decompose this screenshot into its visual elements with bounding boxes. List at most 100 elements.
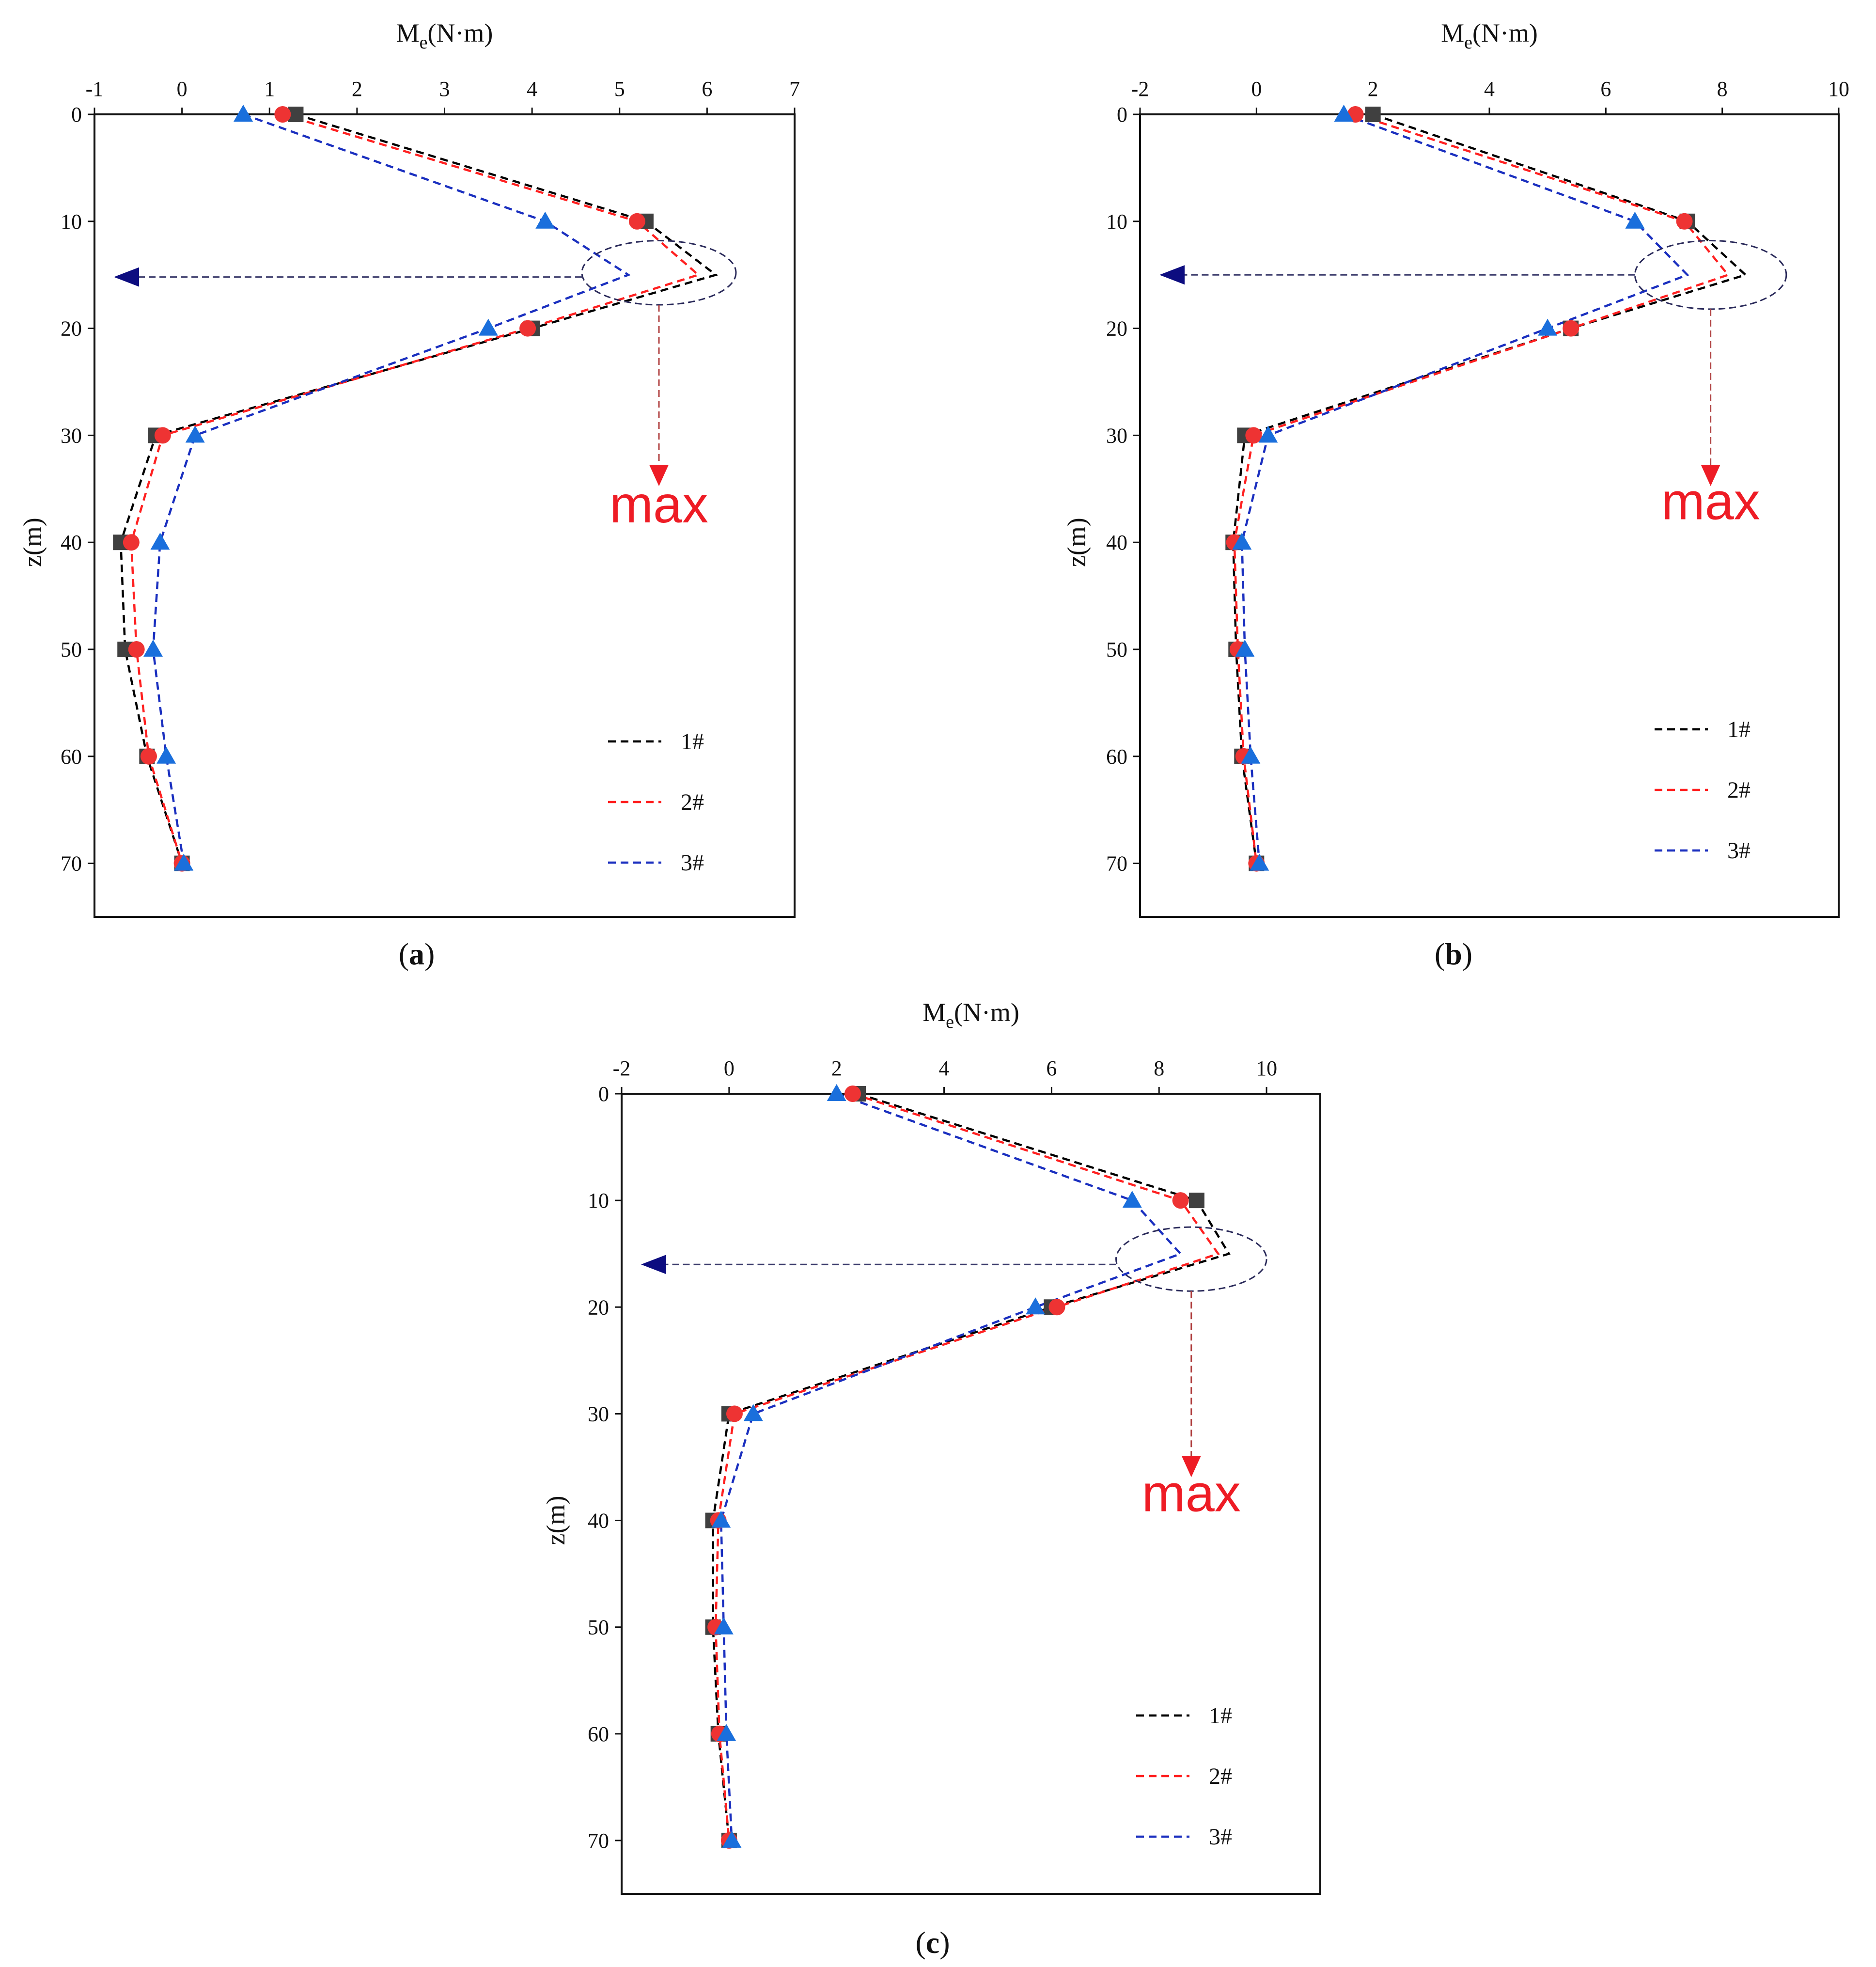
data-point-series-3 <box>535 211 555 229</box>
series-line-1 <box>712 1092 1231 1841</box>
x-tick-label: -2 <box>1131 77 1149 101</box>
x-axis-title-main: M <box>396 18 420 47</box>
x-axis-title-subscript: e <box>420 32 428 53</box>
series-line-3 <box>152 113 631 864</box>
x-axis-title-subscript: e <box>1464 32 1472 53</box>
max-label: max <box>1661 472 1760 530</box>
legend-label-1: 1# <box>681 729 704 755</box>
plot-frame <box>621 1093 1321 1895</box>
x-tick-label: -1 <box>86 77 104 101</box>
x-tick-label: 2 <box>831 1056 842 1080</box>
x-tick-label: 6 <box>1600 77 1611 101</box>
legend-label-3: 3# <box>681 850 704 876</box>
legend-label-2: 2# <box>681 789 704 815</box>
x-tick-label: 8 <box>1154 1056 1164 1080</box>
y-tick-label: 10 <box>588 1189 609 1212</box>
data-point-series-3 <box>1625 211 1645 229</box>
panel-label-close: ) <box>424 937 435 971</box>
panel-label-letter: b <box>1445 937 1462 971</box>
data-point-series-1 <box>1188 1193 1204 1209</box>
y-tick-label: 50 <box>1106 638 1127 661</box>
data-point-series-3 <box>1026 1297 1046 1315</box>
y-tick-label: 70 <box>1106 852 1127 876</box>
x-tick-label: 10 <box>1828 77 1849 101</box>
data-point-series-2 <box>844 1086 861 1102</box>
y-tick-label: 70 <box>61 852 82 876</box>
max-down-arrowhead <box>1701 465 1720 487</box>
x-tick-label: 4 <box>1484 77 1495 101</box>
data-point-series-3 <box>1334 105 1354 122</box>
max-down-arrowhead <box>1181 1456 1201 1478</box>
chart-panel-b: -2 0 2 4 6 8 10010203040506070Me(N·m)z(m)max1#… <box>1062 18 1849 971</box>
y-tick-label: 40 <box>588 1509 609 1533</box>
y-tick-label: 30 <box>1106 424 1127 447</box>
y-tick-label: 20 <box>588 1295 609 1319</box>
x-axis-title-main: M <box>922 998 946 1027</box>
data-point-series-3 <box>478 318 498 336</box>
x-tick-label: 5 <box>614 77 625 101</box>
data-point-series-3 <box>1122 1191 1142 1208</box>
legend-label-1: 1# <box>1209 1703 1232 1729</box>
x-tick-label: 0 <box>177 77 188 101</box>
panel-label-open: ( <box>915 1925 925 1960</box>
series-line-2 <box>714 1092 1220 1841</box>
y-tick-label: 0 <box>71 103 82 126</box>
data-point-series-3 <box>143 640 163 657</box>
data-point-series-2 <box>1563 320 1579 337</box>
y-tick-label: 60 <box>588 1722 609 1746</box>
data-point-series-2 <box>1245 427 1262 444</box>
data-point-series-3 <box>1241 746 1261 764</box>
y-tick-label: 60 <box>1106 745 1127 769</box>
data-point-series-2 <box>128 641 145 658</box>
y-tick-label: 50 <box>61 638 82 661</box>
data-point-series-2 <box>1048 1299 1065 1316</box>
data-point-series-2 <box>154 427 171 444</box>
data-point-series-2 <box>140 748 157 765</box>
x-tick-label: 8 <box>1717 77 1728 101</box>
y-tick-label: 60 <box>61 745 82 769</box>
data-point-series-3 <box>234 105 253 122</box>
x-tick-label: 4 <box>939 1056 950 1080</box>
y-tick-label: 20 <box>61 317 82 341</box>
data-point-series-2 <box>628 213 645 230</box>
x-axis-title-unit: (N·m) <box>1472 18 1538 47</box>
data-point-series-2 <box>519 320 536 337</box>
panel-label-letter: a <box>409 937 424 971</box>
panel-label-close: ) <box>1462 937 1472 971</box>
max-label: max <box>610 475 708 534</box>
x-axis-title-main: M <box>1441 18 1464 47</box>
x-tick-label: 4 <box>527 77 537 101</box>
x-tick-label: 0 <box>1251 77 1262 101</box>
data-point-series-3 <box>1232 533 1252 550</box>
series-line-2 <box>1233 113 1730 864</box>
x-tick-label: 2 <box>352 77 362 101</box>
data-point-series-2 <box>274 106 291 123</box>
data-point-series-3 <box>722 1830 742 1848</box>
data-point-series-3 <box>185 425 205 443</box>
data-point-series-3 <box>714 1617 734 1635</box>
data-point-series-2 <box>1676 213 1693 230</box>
data-point-series-2 <box>726 1405 743 1422</box>
x-tick-label: 6 <box>1046 1056 1057 1080</box>
panel-label-open: ( <box>1435 937 1445 971</box>
x-tick-label: 10 <box>1256 1056 1277 1080</box>
data-point-series-3 <box>1235 640 1255 657</box>
y-tick-label: 70 <box>588 1829 609 1853</box>
x-tick-label: -2 <box>613 1056 631 1080</box>
y-tick-label: 10 <box>1106 210 1127 234</box>
data-point-series-3 <box>717 1724 736 1741</box>
x-axis-title-unit: (N·m) <box>427 18 493 47</box>
y-axis-title: z(m) <box>18 518 47 567</box>
x-axis-title: Me(N·m) <box>396 18 493 53</box>
x-tick-label: 0 <box>724 1056 735 1080</box>
max-depth-arrowhead <box>1159 265 1185 285</box>
data-point-series-3 <box>743 1404 763 1421</box>
data-point-series-3 <box>156 746 176 764</box>
data-point-series-3 <box>1250 853 1269 871</box>
legend-label-1: 1# <box>1727 717 1751 742</box>
max-depth-arrowhead <box>114 267 139 287</box>
series-line-3 <box>719 1092 1183 1841</box>
x-axis-title: Me(N·m) <box>922 998 1019 1032</box>
